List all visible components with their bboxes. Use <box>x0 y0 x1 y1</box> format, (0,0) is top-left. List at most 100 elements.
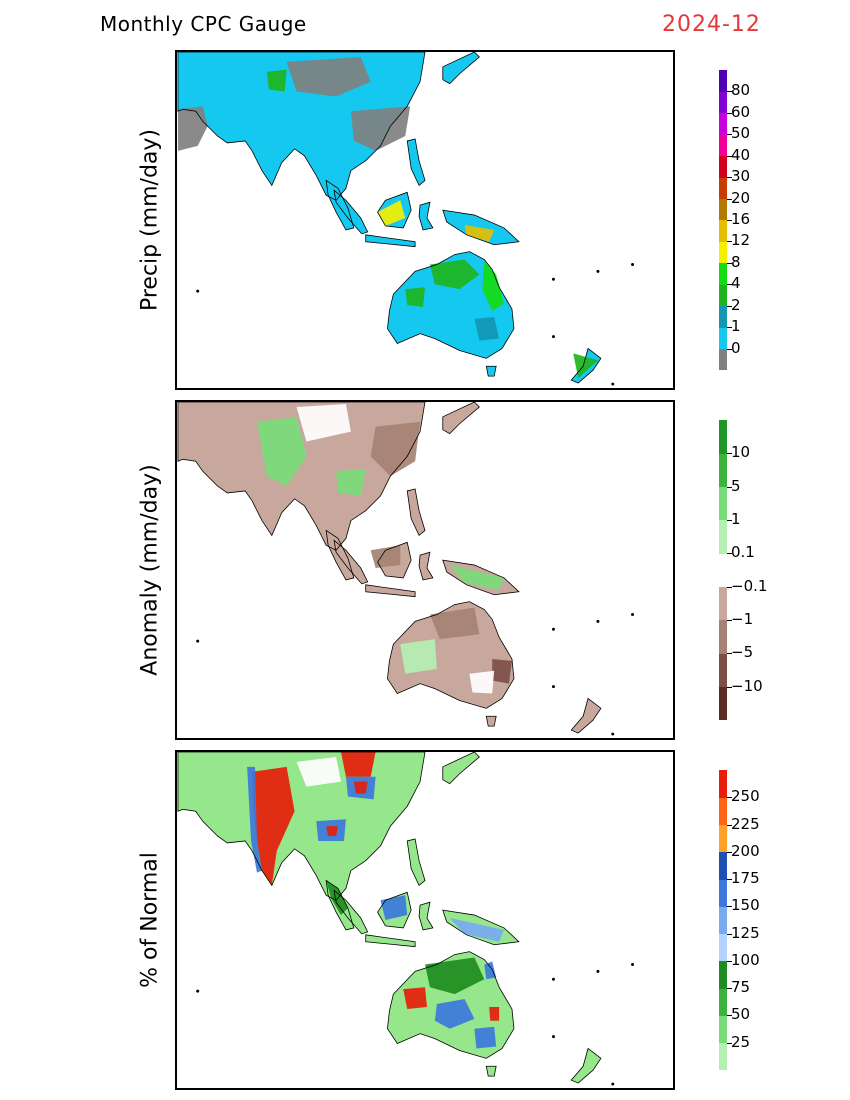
map-svg-anomaly <box>177 402 635 736</box>
colorbar-precip <box>719 70 727 371</box>
colorbar-label: −10 <box>731 676 763 695</box>
coastline-japan <box>442 52 480 85</box>
colorbar-swatch <box>719 198 727 221</box>
precip-region <box>380 895 408 920</box>
colorbar-swatch <box>719 241 727 264</box>
precip-region <box>177 106 208 151</box>
colorbar-label: 125 <box>731 923 760 942</box>
land-sumatra <box>334 190 368 234</box>
colorbar-tick <box>727 305 732 307</box>
coastline-ng <box>442 559 520 596</box>
island-dot <box>611 1082 615 1086</box>
precip-region <box>353 781 368 794</box>
colorbar-label: 2 <box>731 295 741 314</box>
precip-region <box>489 1006 500 1021</box>
precip-region <box>296 403 351 442</box>
colorbar-swatch <box>719 988 727 1016</box>
colorbar-swatch <box>719 486 727 521</box>
colorbar-tick <box>727 851 732 853</box>
colorbar-swatch <box>719 770 727 798</box>
coastline-nz <box>570 697 602 734</box>
colorbar-tick <box>727 797 732 799</box>
map-anomaly <box>175 400 675 740</box>
colorbar-label: 1 <box>731 317 741 336</box>
colorbar-swatch <box>719 155 727 178</box>
land-phil <box>407 138 425 186</box>
colorbar-label: 4 <box>731 274 741 293</box>
coastline-borneo <box>377 191 412 229</box>
page-title: Monthly CPC Gauge <box>100 12 307 36</box>
precip-region <box>474 316 500 341</box>
coastline-sumatra <box>333 889 369 935</box>
coastline-phil <box>406 488 426 537</box>
colorbar-tick <box>727 1042 732 1044</box>
date-label: 2024-12 <box>662 12 761 37</box>
coastline-phil <box>406 138 426 187</box>
precip-region <box>429 259 480 290</box>
colorbar-swatch <box>719 906 727 935</box>
map-svg-percent <box>177 752 635 1086</box>
colorbar-tick <box>727 1015 732 1017</box>
coastline-borneo <box>377 891 412 929</box>
panel-label-precip: Precip (mm/day) <box>137 128 163 312</box>
coastline-java <box>365 234 416 248</box>
coastline-nz <box>570 347 602 384</box>
colorbar-label: 60 <box>731 102 751 121</box>
precip-region <box>370 421 421 477</box>
coastline-asia <box>177 752 426 901</box>
colorbar-tick <box>727 520 732 521</box>
coastline-malay <box>325 879 355 931</box>
panel-label-anomaly: Anomaly (mm/day) <box>137 464 163 676</box>
colorbar-swatch <box>719 1042 727 1071</box>
precip-region <box>482 261 505 311</box>
island-dot <box>631 262 635 266</box>
colorbar-swatch <box>719 879 727 907</box>
colorbar-swatch <box>719 960 727 989</box>
island-dot <box>596 619 600 623</box>
colorbar-tick <box>727 653 732 655</box>
island-dot <box>611 382 615 386</box>
colorbar-label: 8 <box>731 252 741 271</box>
precip-region <box>296 756 341 787</box>
colorbar-swatch <box>719 284 727 307</box>
land-tas <box>486 366 497 377</box>
colorbar-label: 0.1 <box>731 543 755 562</box>
precip-region <box>469 670 495 694</box>
colorbar-swatch <box>719 851 727 880</box>
precip-region <box>266 69 287 92</box>
colorbar-swatch <box>719 553 727 588</box>
colorbar-swatch <box>719 620 727 654</box>
colorbar-tick <box>727 933 732 935</box>
land-sumatra <box>334 540 368 584</box>
colorbar-swatch <box>719 933 727 962</box>
coastline-tas <box>485 1065 497 1077</box>
colorbar-tick <box>727 453 732 455</box>
colorbar-label: 100 <box>731 950 760 969</box>
colorbar-tick <box>727 327 732 329</box>
land-japan <box>442 52 480 84</box>
precip-region <box>286 56 371 97</box>
precip-region <box>377 200 406 226</box>
coastline-ng <box>442 909 520 946</box>
coastline-nz <box>570 1047 602 1084</box>
colorbar-label: 75 <box>731 978 751 997</box>
precip-region <box>464 224 495 242</box>
coastline-asia <box>177 402 426 551</box>
precip-region <box>326 880 348 916</box>
colorbar-tick <box>727 155 732 157</box>
island-dot <box>551 977 555 981</box>
colorbar-tick <box>727 112 732 114</box>
coastline-sulawesi <box>418 551 434 581</box>
colorbar-tick <box>727 348 732 350</box>
colorbar-swatch <box>719 348 727 371</box>
precip-region <box>492 658 512 684</box>
land-asia <box>177 52 425 201</box>
precip-region <box>474 1026 497 1049</box>
land-java <box>365 934 416 947</box>
precip-region <box>326 826 339 836</box>
coastline-malay <box>325 179 355 231</box>
colorbar-label: 175 <box>731 869 760 888</box>
colorbar-label: 40 <box>731 145 751 164</box>
island-dot <box>551 277 555 281</box>
colorbar-label: 150 <box>731 896 760 915</box>
